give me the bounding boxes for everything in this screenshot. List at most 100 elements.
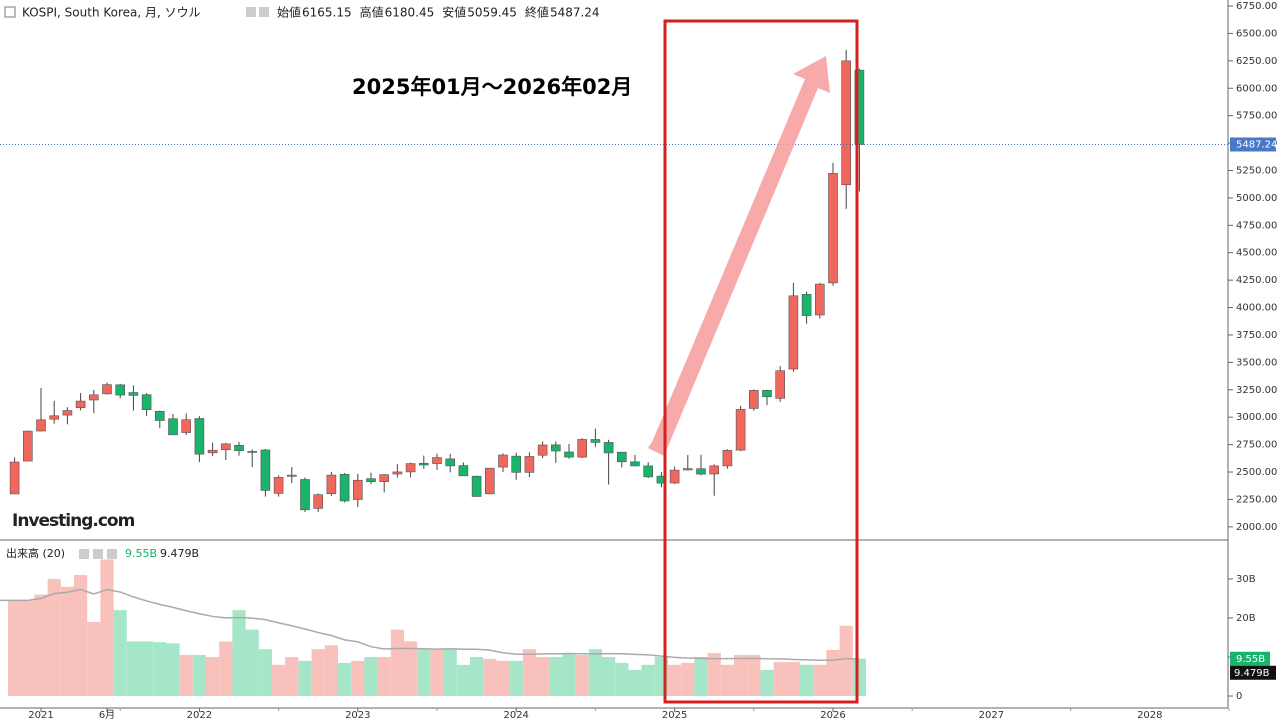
- volume-bar: [496, 660, 510, 697]
- y-tick-label: 6250.00: [1236, 56, 1277, 67]
- candle-body: [682, 468, 693, 471]
- candle-body: [89, 394, 99, 401]
- y-tick-label: 5250.00: [1236, 165, 1277, 176]
- icon[interactable]: [107, 549, 117, 559]
- icon[interactable]: [79, 549, 89, 559]
- volume-bar: [74, 575, 88, 697]
- icon[interactable]: [93, 549, 103, 559]
- ohlc-label: 安値: [442, 5, 466, 20]
- logo: Investing.com: [12, 511, 135, 531]
- volume-bar: [720, 664, 734, 697]
- candle-body: [709, 465, 720, 475]
- volume-bar: [562, 653, 576, 697]
- y-tick-label: 4750.00: [1236, 220, 1277, 231]
- candle-body: [128, 392, 139, 396]
- x-tick-label: 2023: [345, 710, 370, 720]
- volume-bar: [641, 664, 655, 697]
- x-tick-label: 2027: [979, 710, 1004, 720]
- candle-body: [630, 461, 640, 467]
- volume-bar: [34, 594, 48, 697]
- candle-body: [564, 451, 574, 458]
- volume-bar: [470, 657, 484, 697]
- candle-body: [22, 430, 33, 462]
- candle-body: [550, 444, 561, 452]
- y-tick-label: 5000.00: [1236, 193, 1277, 204]
- candle-body: [155, 410, 165, 421]
- candle-body: [801, 293, 812, 316]
- candle-body: [722, 450, 733, 467]
- volume-bar: [813, 664, 827, 697]
- volume-bar: [404, 641, 418, 697]
- volume-bar: [522, 649, 536, 697]
- volume-bar: [8, 600, 22, 697]
- volume-bar: [272, 664, 286, 697]
- x-tick-label: 2028: [1137, 710, 1162, 720]
- y-tick-label: 6500.00: [1236, 28, 1277, 39]
- volume-bar: [483, 658, 497, 697]
- volume-bar: [47, 578, 61, 697]
- volume-bar: [852, 658, 866, 697]
- volume-bar: [681, 662, 695, 697]
- candle-body: [352, 479, 363, 500]
- candle-body: [590, 439, 601, 443]
- candle-body: [286, 474, 297, 477]
- candle-body: [168, 418, 178, 436]
- candle-body: [471, 475, 482, 497]
- volume-bar: [628, 669, 642, 697]
- candle-body: [577, 439, 588, 458]
- y-tick-label: 6000.00: [1236, 83, 1277, 94]
- x-tick-label: 2025: [662, 710, 687, 720]
- arrow: [648, 56, 830, 456]
- candle-body: [762, 390, 772, 398]
- volume-bar: [390, 629, 404, 697]
- ohlc-header: 始値 6165.15 高値 6180.45 安値 5059.45 終値 5487.24: [277, 5, 600, 20]
- candle-body: [788, 295, 799, 370]
- volume-bar: [549, 657, 563, 697]
- candle-body: [36, 419, 46, 432]
- y-tick-label: 2500.00: [1236, 467, 1277, 478]
- volume-ma-tag-bg: [1230, 665, 1276, 680]
- volume-bar: [456, 664, 470, 697]
- volume-tick-label: 20B: [1236, 613, 1256, 624]
- volume-ma-value: 9.479B: [160, 547, 199, 560]
- volume-bar: [430, 649, 444, 697]
- ohlc-value: 5487.24: [550, 6, 600, 20]
- volume-bar: [113, 610, 127, 697]
- volume-bar: [232, 610, 246, 697]
- candle-body: [405, 463, 416, 473]
- candle-body: [141, 394, 152, 411]
- volume-ma-line: [0, 588, 860, 662]
- volume-bar: [179, 655, 193, 697]
- volume-bar: [694, 657, 708, 697]
- candle-body: [603, 442, 614, 454]
- volume-bar: [760, 669, 774, 697]
- volume-bar: [126, 641, 140, 697]
- candle-body: [484, 467, 495, 495]
- candle-body: [616, 451, 627, 463]
- volume-bar: [602, 657, 616, 697]
- volume-tag-bg: [1230, 651, 1270, 666]
- icon[interactable]: [259, 7, 269, 17]
- candle-body: [9, 461, 20, 495]
- candle-body: [498, 454, 508, 468]
- candle-body: [260, 449, 271, 491]
- candle-body: [458, 465, 469, 477]
- volume-bar: [100, 559, 114, 697]
- collapse-icon[interactable]: [4, 6, 16, 18]
- candle-body: [366, 478, 376, 482]
- ohlc-value: 5059.45: [467, 6, 517, 20]
- y-tick-label: 6750.00: [1236, 1, 1277, 12]
- volume-bar: [219, 641, 233, 697]
- candle-body: [775, 370, 786, 399]
- volume-bar: [311, 649, 325, 697]
- volume-bar: [509, 660, 523, 697]
- icon[interactable]: [246, 7, 256, 17]
- candle-body: [207, 449, 218, 454]
- candle-body: [432, 457, 442, 464]
- volume-bar: [536, 657, 550, 697]
- ohlc-value: 6165.15: [302, 6, 352, 20]
- candle-body: [814, 283, 825, 316]
- y-tick-label: 2000.00: [1236, 522, 1277, 533]
